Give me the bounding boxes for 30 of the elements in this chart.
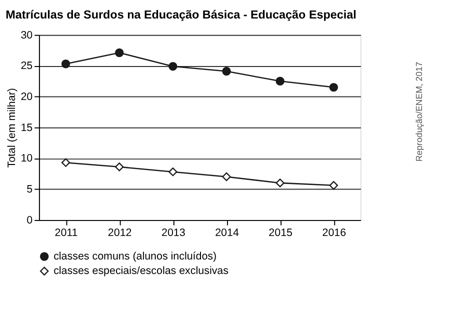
legend-label: classes comuns (alunos incluídos) bbox=[54, 250, 217, 262]
text: Reprodução/ENEM, 2017 bbox=[414, 62, 424, 162]
point bbox=[61, 60, 70, 68]
x-tick-label: 2012 bbox=[108, 227, 132, 240]
chart-title: Matrículas de Surdos na Educação Básica - Educação Especial bbox=[6, 8, 356, 22]
y-tick-label: 30 bbox=[20, 29, 33, 42]
point bbox=[61, 158, 70, 167]
x-tick-label: 2013 bbox=[162, 227, 186, 240]
y-tick-label: 25 bbox=[20, 60, 33, 72]
y-tick-label: 5 bbox=[26, 184, 33, 196]
x-tick-label: 2014 bbox=[215, 227, 239, 240]
x-tick-label: 2015 bbox=[268, 227, 293, 240]
point bbox=[168, 62, 178, 71]
x-tick-label: 2011 bbox=[54, 227, 78, 240]
point bbox=[329, 82, 338, 92]
point bbox=[329, 181, 338, 190]
point bbox=[276, 178, 284, 188]
y-tick-label: 0 bbox=[26, 214, 33, 226]
y-axis-title: Total (em milhar) bbox=[6, 88, 18, 168]
y-tick-label: 20 bbox=[20, 90, 33, 103]
point bbox=[114, 48, 124, 58]
point bbox=[222, 66, 231, 76]
point bbox=[276, 76, 284, 86]
point bbox=[114, 162, 124, 172]
y-tick-label: 15 bbox=[20, 122, 33, 134]
legend-label: classes especiais/escolas exclusivas bbox=[54, 265, 228, 278]
y-tick-label: 10 bbox=[20, 152, 33, 165]
point bbox=[222, 172, 231, 182]
point bbox=[168, 167, 178, 176]
x-tick-label: 2016 bbox=[322, 227, 346, 240]
